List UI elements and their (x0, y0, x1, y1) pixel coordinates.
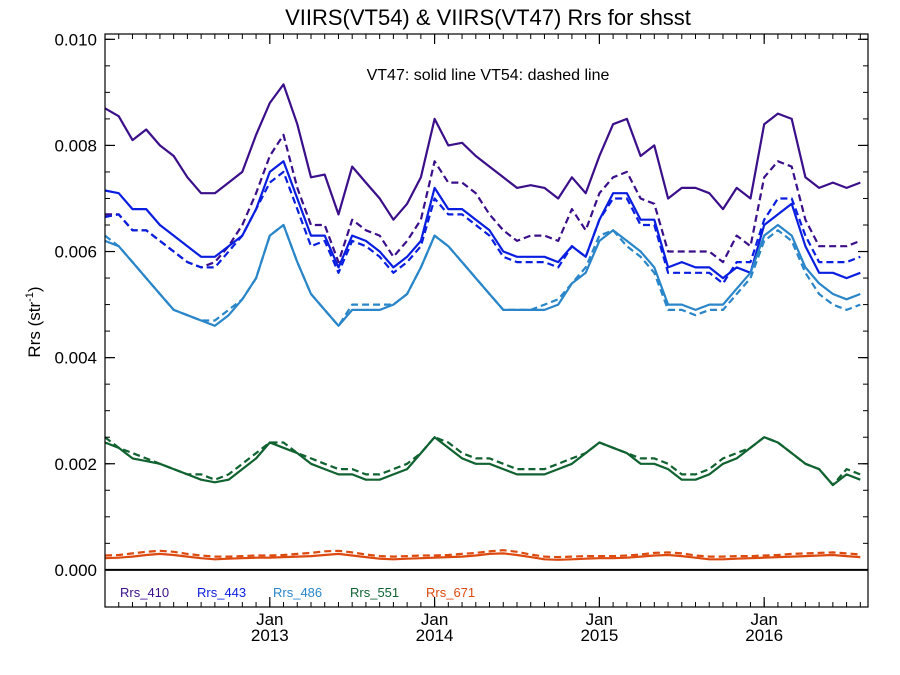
series-line-rrs-551-dashed (104, 436, 861, 487)
y-axis-label: Rrs (str-1) (24, 286, 44, 357)
x-tick-label-month: Jan (256, 610, 283, 629)
series-line-rrs-410-solid (104, 83, 861, 221)
y-tick-label: 0.008 (54, 136, 97, 155)
legend-item-rrs-551: Rrs_551 (350, 585, 399, 600)
legend: Rrs_410 Rrs_443 Rrs_486 Rrs_551 Rrs_671 (120, 585, 475, 600)
legend-item-rrs-671: Rrs_671 (426, 585, 475, 600)
series-line-rrs-486-solid (104, 223, 861, 327)
legend-item-rrs-443: Rrs_443 (197, 585, 246, 600)
series-line-rrs-410-dashed (105, 133, 861, 269)
y-axis-label-main: Rrs (str (25, 302, 44, 358)
x-tick-label-year: 2013 (251, 626, 289, 645)
series-line-rrs-443-solid (104, 160, 861, 280)
legend-item-rrs-486: Rrs_486 (273, 585, 322, 600)
x-tick-label-year: 2016 (745, 626, 783, 645)
axes-layer: 0.0000.0020.0040.0060.0080.010Jan2013Jan… (54, 30, 869, 645)
plot-frame (104, 33, 869, 608)
y-tick-label: 0.000 (54, 561, 97, 580)
x-tick-label-month: Jan (421, 610, 448, 629)
x-tick-label-month: Jan (586, 610, 613, 629)
y-tick-label: 0.010 (54, 30, 97, 49)
y-tick-label: 0.006 (54, 243, 97, 262)
legend-item-rrs-410: Rrs_410 (120, 585, 169, 600)
series-line-rrs-443-dashed (104, 170, 861, 285)
chart-title: VIIRS(VT54) & VIIRS(VT47) Rrs for shsst (285, 5, 691, 30)
y-axis-label-close: ) (25, 286, 44, 292)
series-layer (104, 83, 861, 561)
series-line-rrs-551-solid (104, 436, 861, 487)
y-tick-label: 0.002 (54, 455, 97, 474)
line-style-annotation: VT47: solid line VT54: dashed line (367, 67, 610, 84)
series-line-rrs-671-solid (104, 552, 861, 561)
x-tick-label-year: 2014 (416, 626, 454, 645)
x-tick-label-month: Jan (750, 610, 777, 629)
y-axis-label-superscript: -1 (24, 292, 36, 302)
x-tick-label-year: 2015 (580, 626, 618, 645)
series-line-rrs-671-dashed (104, 549, 861, 559)
y-tick-label: 0.004 (54, 349, 97, 368)
